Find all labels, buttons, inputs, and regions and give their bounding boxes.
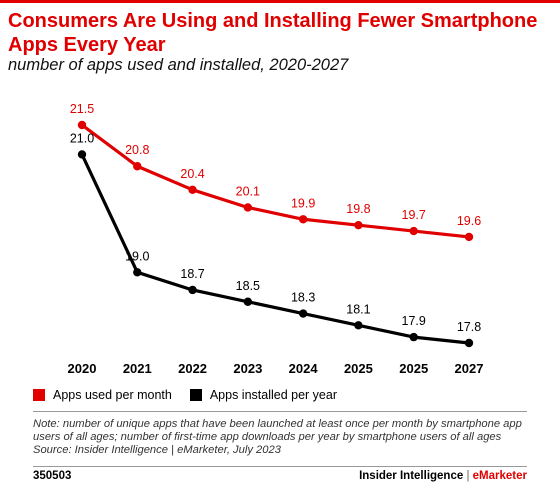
point-used-3	[243, 203, 253, 212]
chart-note: Note: number of unique apps that have be…	[33, 418, 527, 458]
point-used-2	[188, 185, 197, 195]
divider-top	[33, 411, 527, 412]
data-label-installed-6: 17.9	[402, 314, 426, 328]
data-label-used-5: 19.8	[346, 202, 370, 216]
data-label-used-0: 21.5	[70, 102, 94, 116]
top-accent-bar	[0, 0, 560, 3]
point-installed-7	[464, 338, 474, 348]
x-tick-label-0: 2020	[68, 361, 97, 376]
data-label-used-7: 19.6	[457, 214, 481, 228]
data-label-used-6: 19.7	[402, 208, 426, 222]
point-installed-0	[77, 150, 87, 159]
chart-legend: Apps used per month Apps installed per y…	[33, 388, 355, 402]
brand-emarketer: eMarketer	[472, 470, 527, 482]
point-used-4	[298, 215, 308, 224]
chart-id: 350503	[33, 470, 72, 482]
legend-label-installed: Apps installed per year	[209, 388, 337, 402]
point-installed-2	[188, 285, 197, 295]
point-used-7	[464, 232, 474, 242]
data-label-installed-1: 19.0	[125, 249, 149, 263]
series-line-installed	[80, 153, 470, 345]
legend-item-installed: Apps installed per year	[189, 388, 337, 402]
data-label-installed-2: 18.7	[180, 267, 204, 281]
x-tick-label-4: 2024	[289, 361, 319, 376]
point-used-1	[133, 162, 142, 171]
x-tick-label-5: 2025	[344, 361, 373, 376]
point-used-0	[77, 120, 87, 130]
x-tick-label-7: 2027	[455, 361, 484, 376]
note-text: Note: number of unique apps that have be…	[33, 418, 522, 444]
chart-title: Consumers Are Using and Installing Fewer…	[8, 10, 538, 56]
x-tick-label-1: 2021	[123, 361, 152, 376]
data-label-installed-4: 18.3	[291, 291, 315, 305]
divider-bottom	[33, 466, 527, 467]
point-installed-5	[354, 321, 363, 330]
data-label-used-2: 20.4	[180, 167, 204, 181]
data-label-installed-5: 18.1	[346, 302, 370, 316]
x-tick-label-6: 2025	[399, 361, 428, 376]
brand-insider-intelligence: Insider Intelligence	[359, 470, 464, 482]
point-used-5	[354, 220, 363, 230]
data-label-installed-3: 18.5	[236, 279, 260, 293]
legend-item-used: Apps used per month	[33, 388, 172, 402]
data-label-used-1: 20.8	[125, 143, 149, 157]
point-installed-3	[243, 297, 253, 306]
point-installed-1	[133, 268, 142, 277]
point-installed-6	[409, 332, 418, 342]
data-label-installed-7: 17.8	[457, 320, 481, 334]
data-label-used-4: 19.9	[291, 196, 315, 210]
x-tick-label-2: 2022	[178, 361, 207, 376]
point-installed-4	[298, 309, 308, 318]
legend-swatch-installed	[189, 389, 202, 401]
data-label-used-3: 20.1	[236, 184, 260, 198]
chart-subtitle: number of apps used and installed, 2020-…	[8, 56, 349, 74]
legend-label-used: Apps used per month	[53, 388, 172, 402]
x-tick-label-3: 2023	[233, 361, 262, 376]
series-line-used	[81, 123, 470, 239]
point-used-6	[409, 226, 418, 236]
data-label-installed-0: 21.0	[70, 131, 94, 145]
brand-separator: |	[466, 470, 470, 482]
brand-footer: Insider Intelligence | eMarketer	[359, 470, 527, 482]
source-text: Source: Insider Intelligence | eMarketer…	[33, 444, 281, 457]
legend-swatch-used	[33, 389, 45, 401]
